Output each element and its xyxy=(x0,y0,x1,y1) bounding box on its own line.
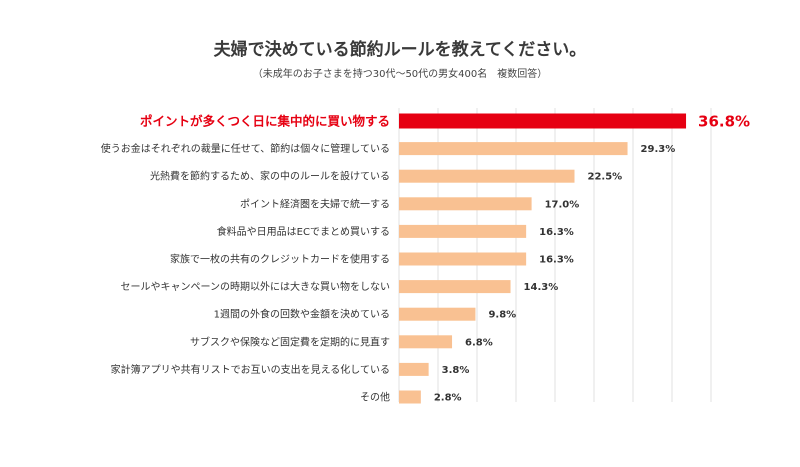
bars xyxy=(399,113,687,404)
category-label-2: 光熱費を節約するため、家の中のルールを設けている xyxy=(150,170,390,183)
value-label-6: 14.3% xyxy=(524,282,559,293)
value-label-2: 22.5% xyxy=(588,172,623,183)
category-label-1: 使うお金はそれぞれの裁量に任せて、節約は個々に管理している xyxy=(101,142,390,155)
category-label-7: 1週間の外食の回数や金額を決めている xyxy=(214,308,390,321)
value-label-10: 2.8% xyxy=(434,393,462,404)
labels: ポイントが多くつく日に集中的に買い物する 36.8% 使うお金はそれぞれの裁量に任せ… xyxy=(101,113,750,404)
category-label-3: ポイント経済圏を夫婦で統一する xyxy=(240,197,390,210)
category-label-4: 食料品や日用品はECでまとめ買いする xyxy=(217,225,390,238)
category-label-0: ポイントが多くつく日に集中的に買い物する xyxy=(140,114,390,129)
category-label-9: 家計簿アプリや共有リストでお互いの支出を見える化している xyxy=(111,363,390,376)
value-label-1: 29.3% xyxy=(641,144,676,155)
bar-2 xyxy=(399,169,575,183)
value-label-0: 36.8% xyxy=(698,113,750,131)
value-label-8: 6.8% xyxy=(465,337,493,348)
category-label-6: セールやキャンペーンの時期以外には大きな買い物をしない xyxy=(121,280,391,293)
value-label-5: 16.3% xyxy=(539,255,574,266)
bar-5 xyxy=(399,252,527,266)
bar-4 xyxy=(399,224,527,238)
grid-lines xyxy=(398,108,712,402)
bar-9 xyxy=(399,362,429,376)
bar-1 xyxy=(399,142,628,156)
value-label-4: 16.3% xyxy=(539,227,574,238)
category-label-8: サブスクや保険など固定費を定期的に見直す xyxy=(190,335,390,348)
bar-6 xyxy=(399,280,511,294)
bar-0 xyxy=(399,113,687,129)
value-label-9: 3.8% xyxy=(442,365,470,376)
chart-subtitle: （未成年のお子さまを持つ30代〜50代の男女400名 複数回答） xyxy=(253,67,548,80)
value-label-7: 9.8% xyxy=(488,310,516,321)
bar-10 xyxy=(399,390,421,404)
category-label-10: その他 xyxy=(360,391,390,404)
bar-8 xyxy=(399,335,453,349)
chart-title: 夫婦で決めている節約ルールを教えてください。 xyxy=(214,39,587,60)
bar-7 xyxy=(399,307,476,321)
value-label-3: 17.0% xyxy=(545,199,580,210)
bar-3 xyxy=(399,197,532,211)
category-label-5: 家族で一枚の共有のクレジットカードを使用する xyxy=(170,253,390,266)
